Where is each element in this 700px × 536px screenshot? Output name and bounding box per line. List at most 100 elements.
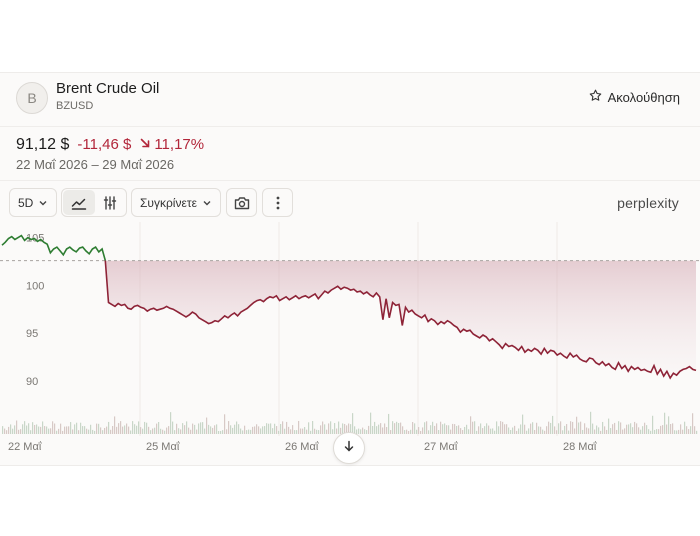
follow-label: Ακολούθηση: [607, 89, 680, 105]
volume-bar: [42, 421, 44, 434]
volume-bar: [168, 426, 170, 434]
volume-bar: [486, 423, 488, 434]
volume-bar: [4, 428, 6, 434]
chevron-down-icon: [38, 198, 48, 208]
volume-bar: [28, 423, 30, 434]
volume-bar: [384, 423, 386, 434]
volume-bar: [608, 418, 610, 434]
x-axis-label: 27 Μαΐ: [424, 441, 458, 453]
volume-bar: [314, 428, 316, 434]
volume-bar: [484, 426, 486, 434]
percent-change: 11,17%: [139, 136, 204, 153]
volume-bar: [644, 422, 646, 434]
volume-bar: [428, 430, 430, 434]
volume-bar: [682, 429, 684, 434]
volume-bar: [96, 423, 98, 434]
volume-bar: [172, 421, 174, 434]
volume-bar: [406, 429, 408, 434]
volume-bar: [444, 423, 446, 434]
indicators-button[interactable]: [95, 189, 127, 216]
volume-bar: [632, 427, 634, 434]
volume-bar: [120, 421, 122, 434]
volume-bar: [386, 427, 388, 434]
volume-bar: [558, 423, 560, 434]
compare-dropdown[interactable]: Συγκρίνετε: [131, 188, 221, 217]
volume-bar: [606, 429, 608, 434]
volume-bar: [160, 428, 162, 434]
volume-bar: [84, 426, 86, 434]
volume-bar: [358, 428, 360, 434]
volume-bar: [236, 421, 238, 434]
more-options-button[interactable]: [262, 188, 293, 217]
volume-bar: [92, 429, 94, 434]
volume-bar: [364, 429, 366, 434]
volume-bar: [342, 423, 344, 434]
volume-bar: [206, 417, 208, 434]
volume-bar: [490, 428, 492, 434]
volume-bar: [150, 430, 152, 434]
volume-bar: [400, 422, 402, 434]
volume-bar: [164, 430, 166, 434]
volume-bar: [174, 430, 176, 434]
camera-icon: [234, 196, 250, 210]
volume-bar: [380, 423, 382, 434]
volume-bar: [498, 426, 500, 434]
volume-bar: [100, 427, 102, 434]
volume-bar: [508, 427, 510, 434]
volume-bar: [256, 424, 258, 434]
volume-bar: [552, 415, 554, 434]
follow-button[interactable]: Ακολούθηση: [588, 88, 680, 106]
volume-bar: [638, 427, 640, 434]
volume-bar: [294, 430, 296, 434]
volume-bar: [24, 421, 26, 434]
volume-bar: [686, 426, 688, 434]
volume-bar: [678, 429, 680, 434]
volume-bar: [566, 424, 568, 434]
volume-bar: [648, 429, 650, 434]
volume-bar: [258, 426, 260, 434]
volume-bar: [318, 430, 320, 434]
volume-bar: [216, 424, 218, 434]
scroll-down-button[interactable]: [333, 432, 365, 464]
volume-bar: [590, 411, 592, 434]
volume-bar: [510, 429, 512, 434]
volume-bar: [594, 429, 596, 434]
volume-bar: [592, 423, 594, 434]
volume-bar: [546, 426, 548, 434]
volume-bar: [272, 428, 274, 434]
period-selector[interactable]: 5D: [9, 188, 57, 217]
volume-bar: [118, 423, 120, 434]
volume-bar: [458, 425, 460, 434]
volume-bar: [524, 424, 526, 434]
volume-bar: [114, 416, 116, 434]
volume-bar: [646, 425, 648, 434]
volume-bar: [324, 424, 326, 434]
volume-bar: [556, 430, 558, 434]
line-chart-button[interactable]: [63, 190, 95, 215]
volume-bar: [330, 421, 332, 434]
volume-bar: [416, 429, 418, 434]
volume-bar: [526, 430, 528, 434]
volume-bar: [234, 424, 236, 434]
volume-bar: [176, 423, 178, 434]
x-axis-label: 22 Μαΐ: [8, 441, 42, 453]
volume-bar: [596, 425, 598, 434]
volume-bar: [584, 423, 586, 434]
quote-row: 91,12 $ -11,46 $ 11,17%: [16, 136, 204, 154]
volume-bar: [132, 421, 134, 434]
volume-bar: [398, 423, 400, 434]
volume-bar: [578, 422, 580, 434]
volume-bar: [530, 423, 532, 434]
volume-bar: [368, 425, 370, 434]
volume-bar: [186, 421, 188, 434]
volume-bar: [8, 426, 10, 434]
volume-bar: [48, 428, 50, 434]
volume-bar: [392, 421, 394, 434]
volume-bar: [476, 430, 478, 434]
screenshot-button[interactable]: [226, 188, 257, 217]
volume-bar: [658, 429, 660, 434]
volume-bar: [106, 426, 108, 434]
volume-bar: [668, 416, 670, 434]
y-axis-tick-label: 95: [26, 328, 38, 340]
